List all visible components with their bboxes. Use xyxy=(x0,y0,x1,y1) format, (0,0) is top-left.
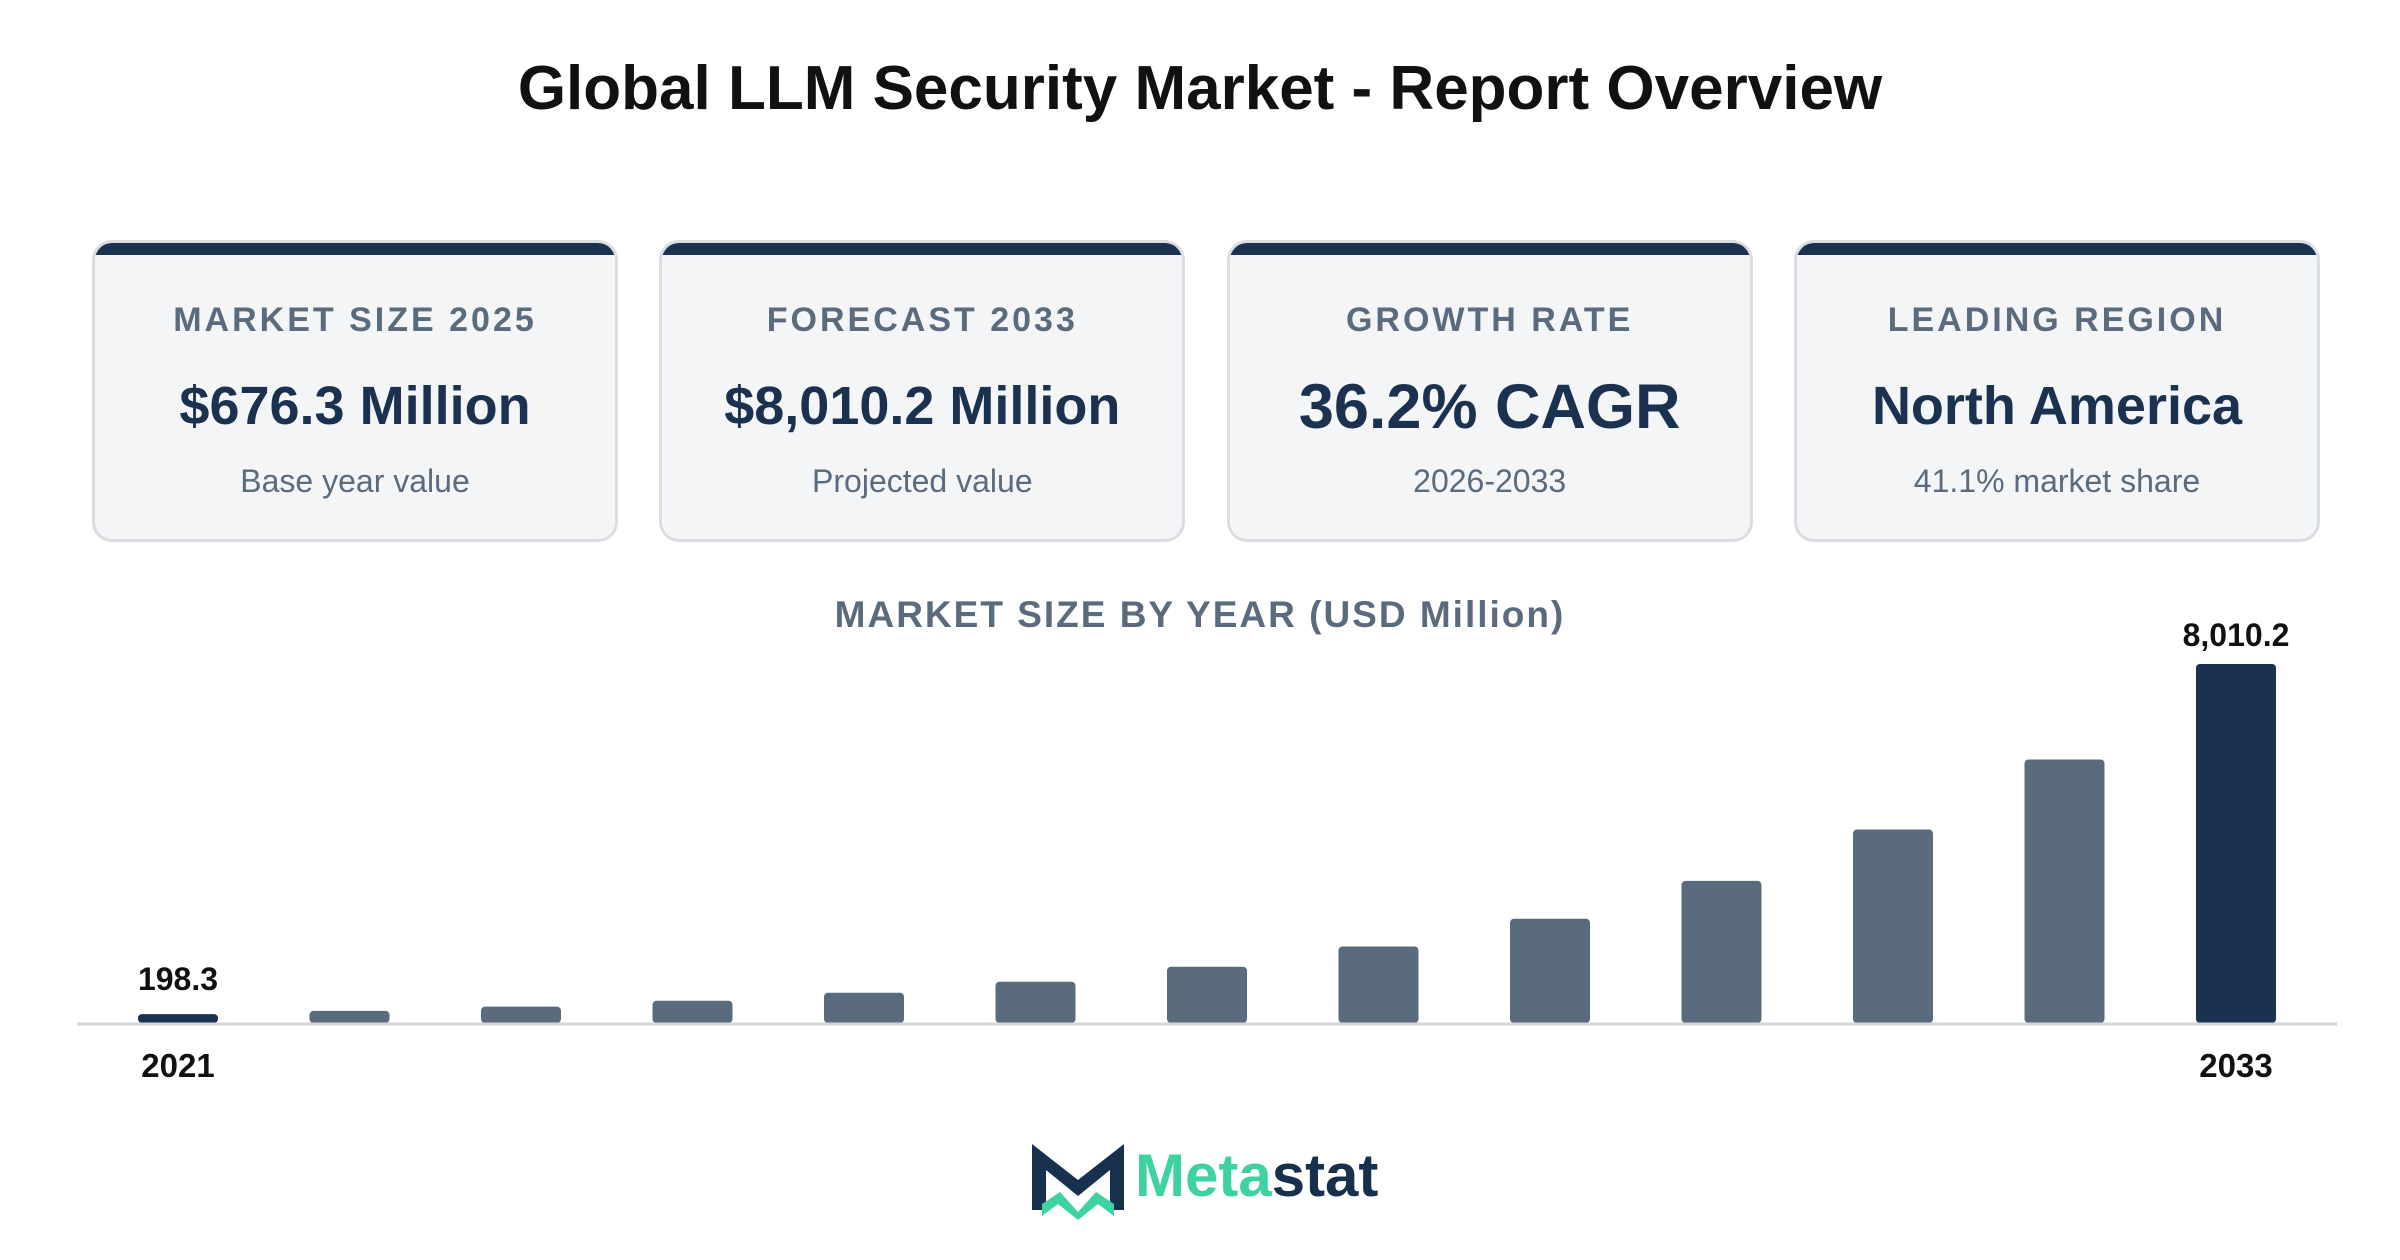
card-subtext: Projected value xyxy=(812,463,1033,499)
bar-2031 xyxy=(1853,829,1933,1023)
value-label-2033: 8,010.2 xyxy=(2183,617,2290,653)
metastat-wordmark: Metastat xyxy=(1135,1146,1378,1206)
page-title: Global LLM Security Market - Report Over… xyxy=(517,54,1883,123)
card-value: $676.3 Million xyxy=(179,376,531,436)
x-tick-label-2021: 2021 xyxy=(141,1047,214,1084)
bar-2025 xyxy=(824,992,904,1023)
card-label: GROWTH RATE xyxy=(1345,301,1634,339)
bar-series xyxy=(138,664,2276,1023)
card-value: 36.2% CAGR xyxy=(1298,372,1681,442)
kpi-cards: MARKET SIZE 2025 $676.3 Million Base yea… xyxy=(92,240,2320,542)
card-subtext: 2026-2033 xyxy=(1413,463,1567,499)
bar-2021 xyxy=(138,1014,218,1023)
card-accent-bar xyxy=(1796,243,2317,255)
value-label-2021: 198.3 xyxy=(138,961,218,997)
card-label: FORECAST 2033 xyxy=(766,301,1078,339)
card-subtext: Base year value xyxy=(240,463,470,499)
wordmark-part-1: Meta xyxy=(1135,1142,1272,1209)
card-accent-bar xyxy=(662,243,1183,255)
forecast-card: FORECAST 2033 $8,010.2 Million Projected… xyxy=(659,240,1186,542)
metastat-logo: Metastat xyxy=(1028,1140,1408,1220)
growth-rate-card: GROWTH RATE 36.2% CAGR 2026-2033 xyxy=(1226,240,1753,542)
bar-2027 xyxy=(1167,966,1247,1023)
chart-title: MARKET SIZE BY YEAR (USD Million) xyxy=(834,594,1566,635)
card-value: $8,010.2 Million xyxy=(724,376,1121,436)
card-label: LEADING REGION xyxy=(1887,301,2227,339)
x-tick-label-2033: 2033 xyxy=(2199,1047,2272,1084)
bar-2032 xyxy=(2024,759,2105,1023)
chart-labels: 198.3 8,010.2 2021 2033 xyxy=(138,617,2289,1084)
card-label: MARKET SIZE 2025 xyxy=(173,301,537,339)
wordmark-part-2: stat xyxy=(1271,1142,1379,1209)
card-accent-bar xyxy=(1229,243,1750,255)
bar-2033 xyxy=(2196,664,2276,1023)
bar-2026 xyxy=(995,981,1076,1023)
bar-2030 xyxy=(1681,880,1762,1023)
card-value: North America xyxy=(1871,376,2243,436)
card-subtext: 41.1% market share xyxy=(1913,463,2201,499)
bar-2024 xyxy=(652,1000,733,1023)
bar-2028 xyxy=(1338,946,1419,1023)
leading-region-card: LEADING REGION North America 41.1% marke… xyxy=(1793,240,2320,542)
card-accent-bar xyxy=(95,243,615,255)
market-size-card: MARKET SIZE 2025 $676.3 Million Base yea… xyxy=(92,240,618,542)
bar-2029 xyxy=(1510,918,1590,1023)
bar-2022 xyxy=(309,1010,390,1023)
metastat-logo-icon xyxy=(1032,1144,1124,1220)
bar-2023 xyxy=(481,1006,561,1023)
